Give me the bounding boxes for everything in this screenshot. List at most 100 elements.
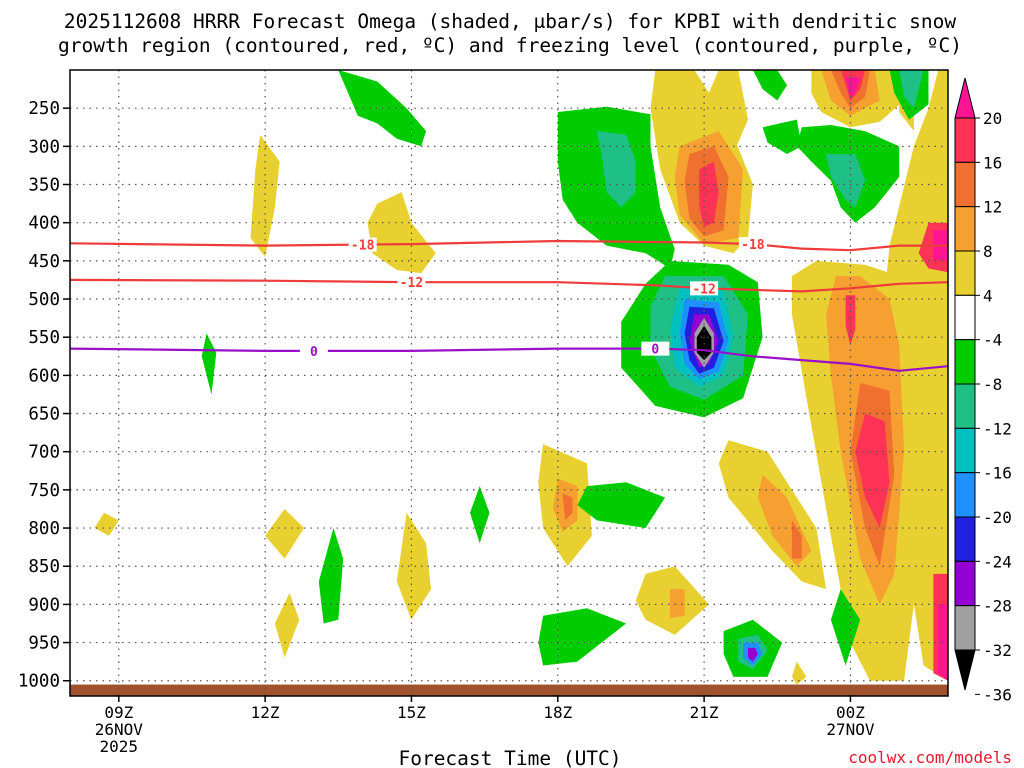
y-tick-label-700: 700 (28, 443, 60, 463)
surface-layer (70, 684, 948, 696)
y-tick-label-250: 250 (28, 99, 60, 119)
omega-region-37 (845, 295, 856, 345)
contour-label-1-0: -12 (400, 276, 423, 291)
colorbar-label-3: 8 (983, 242, 993, 261)
grid-lines (70, 70, 948, 696)
omega-region-53 (470, 486, 490, 544)
colorbar-band-12 (954, 605, 976, 651)
y-tick-label-800: 800 (28, 519, 60, 539)
contour-label-0-0: -18 (351, 239, 375, 254)
colorbar-label-8: -16 (983, 464, 1012, 483)
y-tick-label-450: 450 (28, 252, 60, 272)
omega-region-49 (94, 512, 119, 536)
colorbar-band-4 (954, 250, 976, 296)
omega-region-35 (855, 413, 890, 528)
contour-label-0-1: -18 (741, 238, 765, 253)
omega-region-50 (274, 592, 300, 658)
contour-label-bg-2-0 (299, 343, 328, 358)
surface-band (70, 684, 948, 696)
colorbar-label-0: 20 (983, 109, 1002, 128)
omega-region-8 (752, 70, 787, 101)
y-tick-label-850: 850 (28, 557, 60, 577)
omega-region-11 (762, 119, 802, 154)
omega-region-52 (396, 512, 431, 620)
contour-label-bg-2-1 (641, 341, 670, 356)
colorbar-label-7: -12 (983, 419, 1012, 438)
x-tick-label-15Z: 15Z (397, 703, 426, 722)
omega-region-57 (538, 608, 627, 666)
colorbar-top-triangle (954, 77, 976, 119)
x-tick-date-00Z: 27NOV (826, 720, 875, 739)
colorbar: 20 16 12 8 4 -4 -8 -12 -16 -20 -24 -28 -32 -36 (954, 77, 1012, 704)
chart-title-line-2: growth region (contoured, red, ºC) and f… (58, 34, 962, 57)
omega-region-44 (562, 493, 573, 521)
y-tick-label-1000: 1000 (18, 672, 60, 692)
x-tick-label-21Z: 21Z (690, 703, 719, 722)
colorbar-band-10 (954, 516, 976, 562)
colorbar-band-8 (954, 427, 976, 474)
colorbar-label-5: -4 (983, 331, 1002, 350)
contour-label-2-0: 0 (310, 345, 318, 360)
omega-region-56 (670, 589, 685, 619)
colorbar-label-6: -8 (983, 375, 1002, 394)
colorbar-band-7 (954, 383, 976, 429)
omega-region-23 (201, 333, 217, 395)
omega-region-4 (699, 161, 719, 227)
contour-label-bg-0-0 (348, 237, 377, 252)
y-tick-label-300: 300 (28, 137, 60, 157)
y-tick-label-650: 650 (28, 405, 60, 425)
x-tick-label-09Z: 09Z (104, 703, 133, 722)
contour-label-bg-1-0 (397, 275, 426, 290)
colorbar-band-9 (954, 472, 976, 518)
colorbar-label-12: -32 (983, 641, 1012, 660)
omega-region-21 (250, 134, 280, 257)
omega-region-61 (748, 647, 758, 662)
temperature-contours: -18 -18 -12 -12 0 0 (69, 237, 949, 372)
chart-title-line-1: 2025112608 HRRR Forecast Omega (shaded, … (64, 10, 956, 33)
colorbar-label-13: -36 (983, 685, 1012, 704)
colorbar-band-5 (954, 294, 976, 341)
colorbar-label-4: 4 (983, 286, 993, 305)
omega-region-10 (826, 154, 866, 208)
watermark: coolwx.com/models (848, 748, 1012, 767)
x-tick-label-12Z: 12Z (251, 703, 280, 722)
omega-region-63 (791, 661, 807, 685)
omega-region-48 (265, 509, 305, 559)
omega-region-22 (367, 192, 436, 274)
colorbar-band-3 (954, 206, 976, 252)
omega-region-62 (830, 589, 861, 666)
colorbar-label-11: -28 (983, 597, 1012, 616)
colorbar-label-1: 16 (983, 153, 1002, 172)
omega-region-7 (596, 131, 636, 208)
contour-line-0 (69, 239, 948, 252)
omega-region-47 (791, 520, 802, 559)
omega-region-54 (577, 482, 666, 528)
contour-label-1-1: -12 (692, 282, 715, 297)
y-tick-label-350: 350 (28, 176, 60, 196)
colorbar-band-6 (954, 339, 976, 385)
omega-region-51 (318, 528, 344, 624)
y-tick-label-750: 750 (28, 481, 60, 501)
plot-area: -18 -18 -12 -12 0 0 250 300 350 400 450 500 550 600 6… (18, 69, 949, 756)
omega-region-41 (938, 604, 948, 681)
plot-frame (69, 69, 949, 697)
y-tick-label-900: 900 (28, 595, 60, 615)
y-tick-label-600: 600 (28, 366, 60, 386)
y-tick-label-950: 950 (28, 634, 60, 654)
x-axis-label: Forecast Time (UTC) (398, 747, 621, 768)
contour-line-2 (69, 347, 949, 372)
plot-background (70, 70, 948, 696)
x-tick-label-00Z: 00Z (836, 703, 865, 722)
colorbar-bottom-triangle (954, 649, 976, 691)
colorbar-band-11 (954, 560, 976, 607)
x-tick-label-18Z: 18Z (543, 703, 572, 722)
x-tick-year-09Z: 2025 (100, 737, 139, 756)
y-tick-label-550: 550 (28, 328, 60, 348)
y-tick-label-400: 400 (28, 214, 60, 234)
colorbar-band-1 (954, 117, 976, 163)
colorbar-label-10: -24 (983, 552, 1012, 571)
colorbar-band-2 (954, 161, 976, 208)
contour-label-2-1: 0 (651, 343, 659, 358)
colorbar-label-9: -20 (983, 508, 1012, 527)
